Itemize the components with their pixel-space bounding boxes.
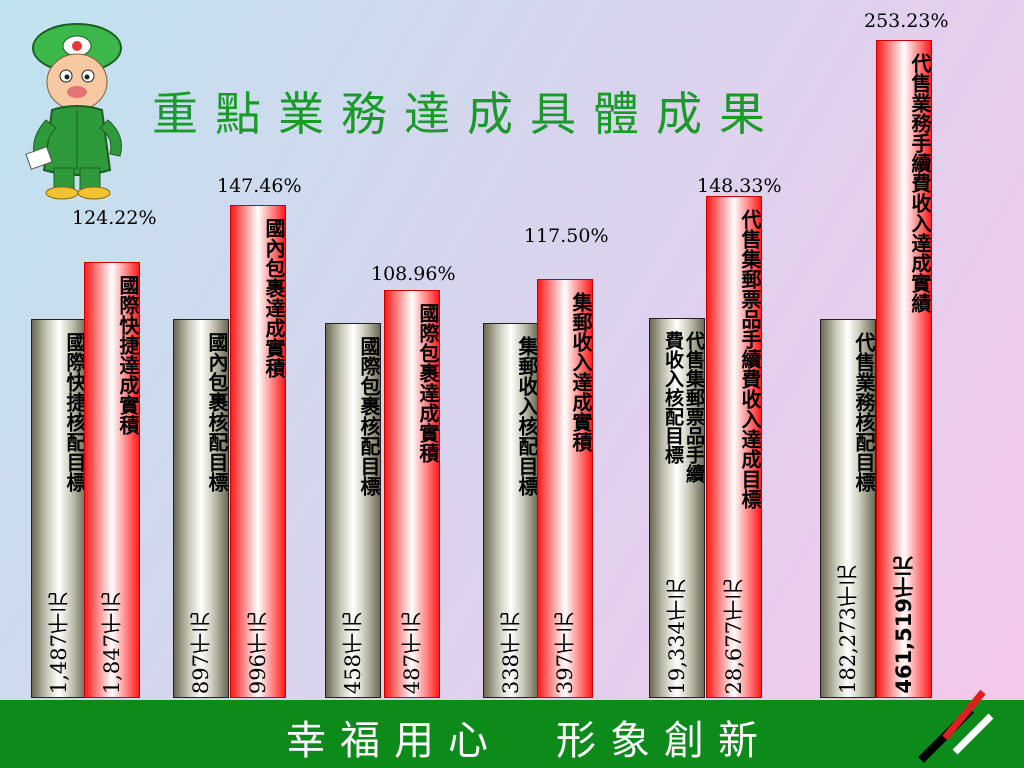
- target-bar-value: 897千元: [189, 611, 213, 694]
- footer-bar: [0, 700, 1024, 768]
- actual-bar-value: 28,677千元: [722, 578, 746, 694]
- achievement-rate-label: 117.50%: [524, 225, 609, 247]
- target-bar-value: 182,273千元: [836, 565, 860, 694]
- actual-bar-value: 397千元: [553, 611, 577, 694]
- actual-bar-label: 國際包裹達成實積: [416, 303, 440, 463]
- target-bar: 代售集郵票品手續費收入核配目標 19,334千元: [649, 318, 705, 698]
- actual-bar-value: 487千元: [400, 611, 424, 694]
- actual-bar-value: 1,847千元: [100, 591, 124, 694]
- actual-bar-label: 代售集郵票品手續費收入達成目標: [738, 209, 762, 509]
- actual-bar: 代售業務手續費收入達成實績 461,519千元: [876, 40, 932, 698]
- target-bar: 代售業務核配目標 182,273千元: [820, 319, 876, 698]
- achievement-rate-label: 148.33%: [697, 175, 782, 197]
- target-bar-value: 19,334千元: [665, 578, 689, 694]
- target-bar-label: 國際包裹核配目標: [357, 336, 381, 496]
- target-bar: 集郵收入核配目標 338千元: [483, 323, 539, 698]
- target-bar-value: 338千元: [499, 611, 523, 694]
- achievement-rate-label: 253.23%: [864, 10, 949, 32]
- target-bar-label: 代售業務核配目標: [852, 332, 876, 492]
- actual-bar: 國際包裹達成實積 487千元: [384, 290, 440, 698]
- target-bar: 國際包裹核配目標 458千元: [325, 323, 381, 698]
- target-bar-value: 1,487千元: [47, 591, 71, 694]
- footer-slogan: 幸福用心 形象創新: [286, 718, 772, 764]
- mascot-illustration: [25, 23, 122, 200]
- target-bar-label: 集郵收入核配目標: [515, 336, 539, 496]
- achievement-rate-label: 124.22%: [72, 207, 157, 229]
- actual-bar-label: 集郵收入達成實積: [569, 292, 593, 452]
- achievement-rate-label: 108.96%: [371, 263, 456, 285]
- target-bar-label: 國內包裹核配目標: [205, 332, 229, 492]
- actual-bar-label: 國內包裹達成實積: [262, 218, 286, 378]
- actual-bar-label: 代售業務手續費收入達成實績: [908, 53, 932, 313]
- target-bar: 國內包裹核配目標 897千元: [173, 319, 229, 698]
- actual-bar: 國內包裹達成實積 996千元: [230, 205, 286, 698]
- achievement-rate-label: 147.46%: [217, 175, 302, 197]
- actual-bar: 代售集郵票品手續費收入達成目標 28,677千元: [706, 196, 762, 698]
- target-bar: 國際快捷核配目標 1,487千元: [31, 319, 87, 698]
- actual-bar-value: 996千元: [246, 611, 270, 694]
- slide-title: 重點業務達成具體成果: [152, 87, 782, 141]
- actual-bar-label: 國際快捷達成實積: [116, 275, 140, 435]
- postal-logo-icon: [918, 689, 994, 763]
- actual-bar: 國際快捷達成實積 1,847千元: [84, 262, 140, 698]
- target-bar-label: 代售集郵票品手續費收入核配目標: [662, 331, 705, 483]
- actual-bar-value: 461,519千元: [892, 556, 916, 694]
- actual-bar: 集郵收入達成實積 397千元: [537, 279, 593, 698]
- target-bar-value: 458千元: [341, 611, 365, 694]
- target-bar-label: 國際快捷核配目標: [63, 332, 87, 492]
